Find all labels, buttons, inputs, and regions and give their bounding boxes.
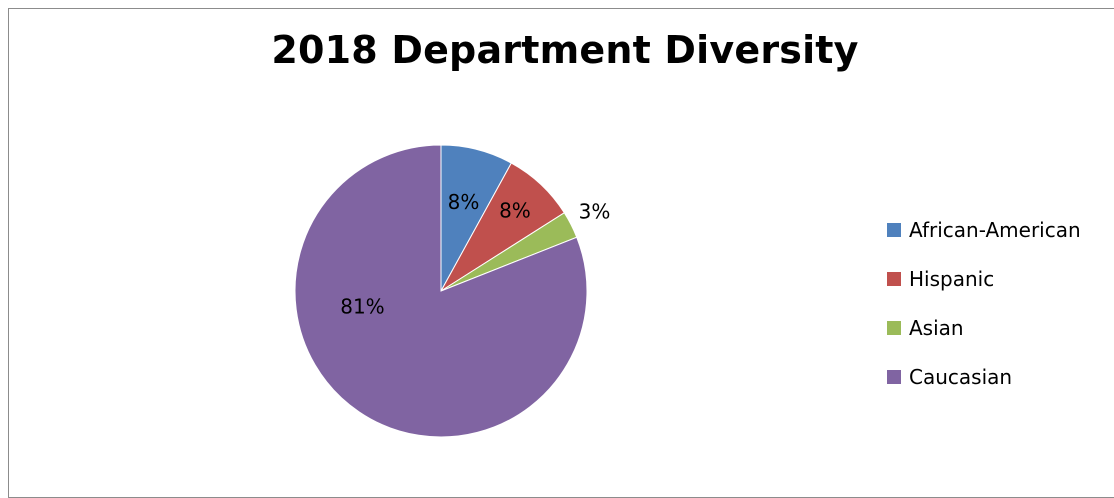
legend-swatch — [887, 222, 901, 237]
data-label-african-american: 8% — [448, 190, 480, 214]
legend-label: Caucasian — [909, 364, 1013, 389]
legend: African-American Hispanic Asian Caucasian — [887, 205, 1081, 401]
legend-item-african-american: African-American — [887, 205, 1081, 254]
legend-label: Hispanic — [909, 266, 995, 291]
data-label-caucasian: 81% — [340, 294, 384, 318]
pie-slice-caucasian — [294, 144, 588, 438]
legend-label: African-American — [909, 217, 1081, 242]
data-label-hispanic: 8% — [499, 199, 531, 223]
data-label-asian: 3% — [579, 199, 611, 223]
legend-item-hispanic: Hispanic — [887, 254, 1081, 303]
legend-swatch — [887, 320, 901, 335]
legend-item-caucasian: Caucasian — [887, 352, 1081, 401]
legend-swatch — [887, 369, 901, 384]
legend-label: Asian — [909, 315, 964, 340]
chart-title: 2018 Department Diversity — [271, 28, 859, 72]
legend-item-asian: Asian — [887, 303, 1081, 352]
legend-swatch — [887, 271, 901, 286]
